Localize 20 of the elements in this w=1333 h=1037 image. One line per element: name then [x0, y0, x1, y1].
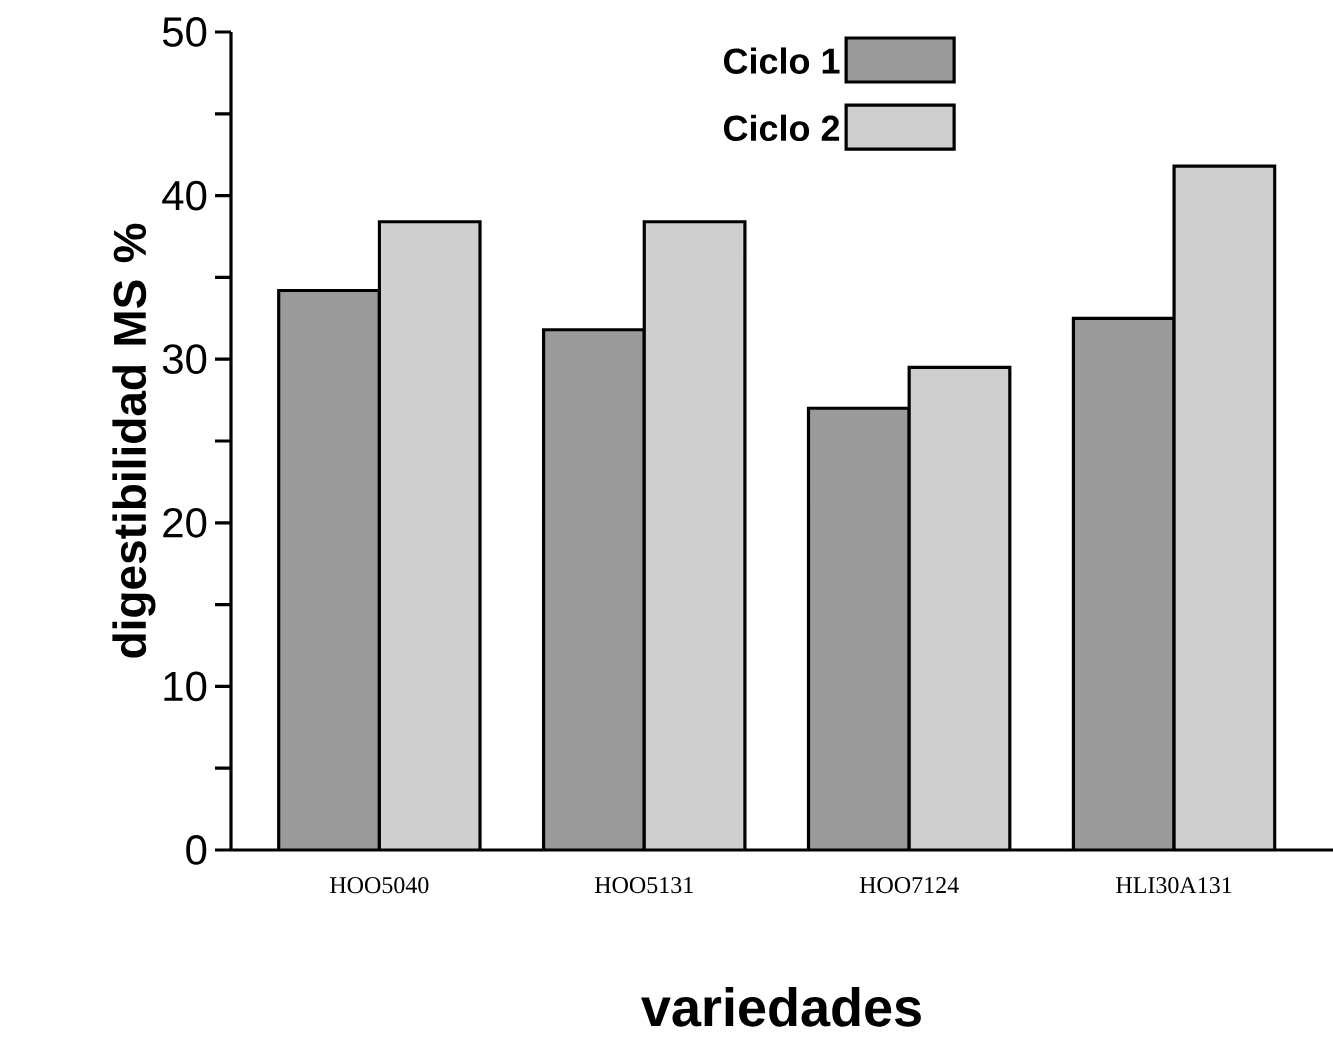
y-tick-label: 50	[162, 17, 207, 47]
y-axis-title: digestibilidad MS %	[112, 223, 156, 658]
y-tick-label: 20	[163, 507, 207, 538]
x-axis-title: variedades	[641, 986, 921, 1027]
x-tick-label: HOO7124	[859, 877, 959, 894]
y-tick-label: 0	[186, 835, 207, 865]
y-tick-label: 40	[162, 180, 207, 211]
legend-label: Ciclo 1	[723, 47, 840, 74]
x-tick-label: HOO5131	[594, 877, 693, 894]
bar	[909, 367, 1010, 850]
y-tick-label: 10	[164, 671, 207, 702]
bar	[278, 290, 380, 850]
bar	[379, 221, 481, 850]
x-tick-label: HOO5040	[330, 877, 429, 894]
legend-label: Ciclo 2	[723, 114, 840, 142]
y-tick-label: 30	[162, 344, 207, 375]
x-tick-label: HLI30A131	[1116, 877, 1232, 894]
bar	[543, 329, 645, 850]
bar	[644, 221, 745, 850]
bar	[808, 408, 910, 850]
